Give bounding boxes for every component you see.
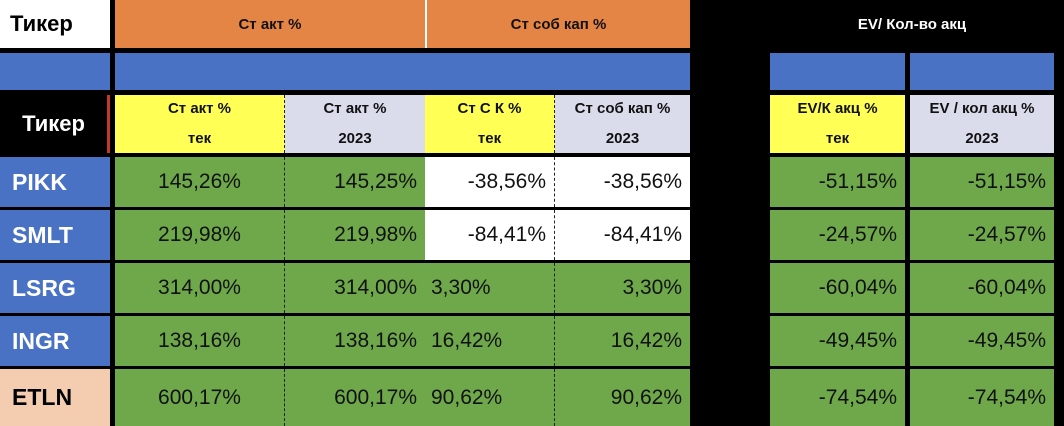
blue-band-cell[interactable] bbox=[115, 53, 690, 90]
cell-st-akt-tek[interactable]: 314,00% bbox=[115, 263, 285, 313]
col-header-ev-2023[interactable]: EV / кол акц % 2023 bbox=[910, 95, 1054, 153]
cell-st-akt-tek[interactable]: 219,98% bbox=[115, 210, 285, 260]
cell-st-sk-tek[interactable]: 3,30% bbox=[425, 263, 555, 313]
cell-st-sob-kap-2023[interactable]: -84,41% bbox=[555, 210, 690, 260]
cell-ev-2023[interactable]: -74,54% bbox=[910, 369, 1054, 426]
ticker-cell-lsrg[interactable]: LSRG bbox=[0, 263, 110, 313]
cell-st-akt-2023[interactable]: 145,25% bbox=[285, 157, 425, 207]
group-header-st-sob-kap[interactable]: Ст соб кап % bbox=[425, 0, 690, 48]
col-header-line: Ст соб кап % bbox=[574, 100, 671, 117]
cell-st-sob-kap-2023[interactable]: -38,56% bbox=[555, 157, 690, 207]
cell-st-sk-tek[interactable]: -38,56% bbox=[425, 157, 555, 207]
cell-st-akt-2023[interactable]: 138,16% bbox=[285, 316, 425, 366]
cell-st-akt-2023[interactable]: 314,00% bbox=[285, 263, 425, 313]
cell-st-sob-kap-2023[interactable]: 16,42% bbox=[555, 316, 690, 366]
col-header-st-akt-tek[interactable]: Ст акт % тек bbox=[115, 95, 285, 153]
ticker-cell-ingr[interactable]: INGR bbox=[0, 316, 110, 366]
col-header-line: Ст С К % bbox=[457, 100, 522, 117]
cell-ev-tek[interactable]: -74,54% bbox=[770, 369, 905, 426]
cell-ev-2023[interactable]: -60,04% bbox=[910, 263, 1054, 313]
col-header-line: тек bbox=[187, 130, 212, 147]
blue-band-cell[interactable] bbox=[770, 53, 905, 90]
ticker-column-header[interactable]: Тикер bbox=[0, 95, 110, 153]
cell-st-sk-tek[interactable]: 16,42% bbox=[425, 316, 555, 366]
blue-band-cell[interactable] bbox=[0, 53, 110, 90]
col-header-line: Ст акт % bbox=[323, 100, 387, 117]
col-header-st-sk-tek[interactable]: Ст С К % тек bbox=[425, 95, 555, 153]
cell-ev-2023[interactable]: -24,57% bbox=[910, 210, 1054, 260]
group-header-st-akt[interactable]: Ст акт % bbox=[115, 0, 425, 48]
col-header-line: тек bbox=[477, 130, 502, 147]
cell-ev-tek[interactable]: -24,57% bbox=[770, 210, 905, 260]
col-header-line: Ст акт % bbox=[167, 100, 232, 117]
cell-st-akt-2023[interactable]: 219,98% bbox=[285, 210, 425, 260]
cell-ev-tek[interactable]: -49,45% bbox=[770, 316, 905, 366]
col-header-line: 2023 bbox=[605, 130, 640, 147]
col-header-st-sob-kap-2023[interactable]: Ст соб кап % 2023 bbox=[555, 95, 690, 153]
cell-st-akt-tek[interactable]: 600,17% bbox=[115, 369, 285, 426]
col-header-line: EV/К акц % bbox=[797, 100, 878, 117]
ticker-cell-smlt[interactable]: SMLT bbox=[0, 210, 110, 260]
cell-st-sk-tek[interactable]: 90,62% bbox=[425, 369, 555, 426]
cell-st-sob-kap-2023[interactable]: 90,62% bbox=[555, 369, 690, 426]
col-header-line: тек bbox=[825, 130, 850, 147]
ticker-cell-pikk[interactable]: PIKK bbox=[0, 157, 110, 207]
cell-st-sk-tek[interactable]: -84,41% bbox=[425, 210, 555, 260]
col-header-line: 2023 bbox=[965, 130, 999, 147]
cell-st-akt-tek[interactable]: 138,16% bbox=[115, 316, 285, 366]
cell-ev-2023[interactable]: -49,45% bbox=[910, 316, 1054, 366]
group-header-ev[interactable]: EV/ Кол-во акц bbox=[857, 15, 967, 33]
cell-st-sob-kap-2023[interactable]: 3,30% bbox=[555, 263, 690, 313]
blue-band-cell[interactable] bbox=[910, 53, 1054, 90]
ticker-title[interactable]: Тикер bbox=[0, 0, 110, 48]
cell-ev-tek[interactable]: -60,04% bbox=[770, 263, 905, 313]
col-header-st-akt-2023[interactable]: Ст акт % 2023 bbox=[285, 95, 425, 153]
col-header-line: EV / кол акц % bbox=[929, 100, 1035, 117]
col-header-ev-tek[interactable]: EV/К акц % тек bbox=[770, 95, 905, 153]
cell-ev-2023[interactable]: -51,15% bbox=[910, 157, 1054, 207]
cell-st-akt-tek[interactable]: 145,26% bbox=[115, 157, 285, 207]
cell-ev-tek[interactable]: -51,15% bbox=[770, 157, 905, 207]
cell-st-akt-2023[interactable]: 600,17% bbox=[285, 369, 425, 426]
col-header-line: 2023 bbox=[338, 130, 372, 147]
ticker-cell-etln[interactable]: ETLN bbox=[0, 369, 110, 426]
